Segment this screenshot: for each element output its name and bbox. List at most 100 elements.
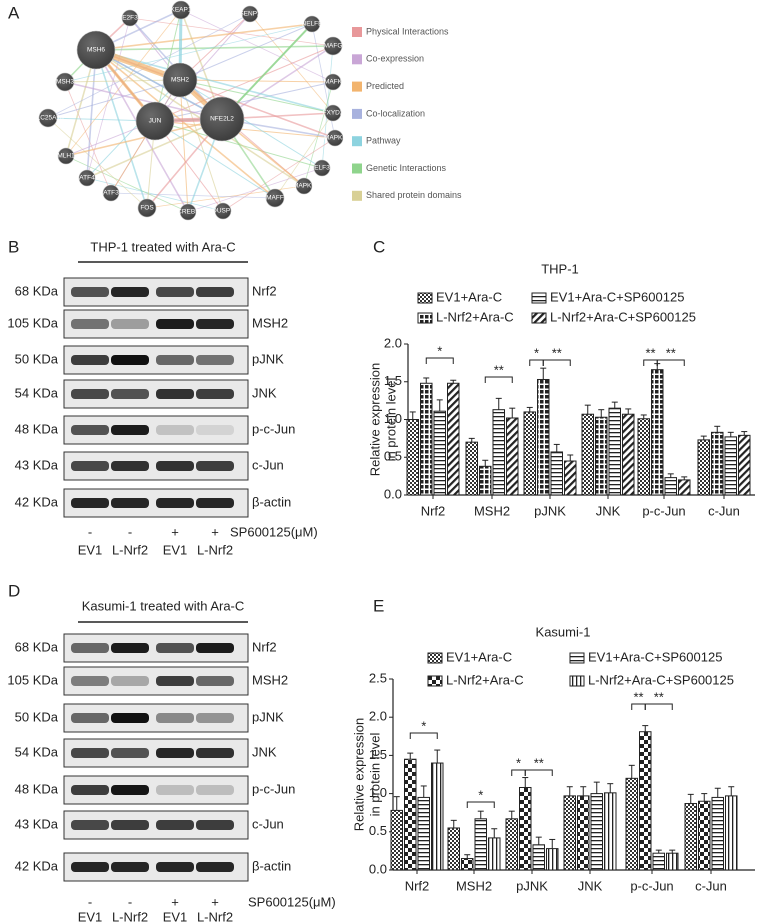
node-label: DUSP1 <box>212 208 234 215</box>
bar <box>505 818 518 871</box>
y-tick-label: 1.0 <box>369 785 387 800</box>
blot-band <box>156 287 194 297</box>
panel-label: D <box>8 581 20 600</box>
protein-name: MSH2 <box>252 315 288 330</box>
bar <box>390 809 403 871</box>
molecular-weight: 54 KDa <box>15 385 59 400</box>
significance-bracket <box>542 359 571 366</box>
node-label: ELF3 <box>314 165 330 172</box>
node-label: FXYD2 <box>323 110 344 117</box>
y-tick-label: 0.5 <box>369 823 387 838</box>
network-edge <box>95 49 223 120</box>
blot-band <box>111 785 149 795</box>
protein-name: MSH2 <box>252 672 288 687</box>
molecular-weight: 105 KDa <box>7 315 58 330</box>
legend-swatch <box>531 292 547 304</box>
y-tick-label: 1.0 <box>384 411 402 426</box>
y-tick-label: 2.0 <box>369 709 387 724</box>
network-node <box>265 188 285 208</box>
bar <box>711 431 724 496</box>
bar <box>652 852 665 871</box>
blot-band <box>111 319 149 329</box>
protein-name: Nrf2 <box>252 639 277 654</box>
bar <box>622 413 635 496</box>
bar <box>563 795 576 871</box>
network-edge <box>95 49 276 199</box>
treatment-sign: + <box>171 894 179 909</box>
protein-name: JNK <box>252 385 277 400</box>
significance-bracket <box>643 359 658 366</box>
network-edge <box>274 112 334 199</box>
blot-band <box>196 820 234 830</box>
bar <box>420 382 433 496</box>
protein-name: pJNK <box>252 709 284 724</box>
significance-bracket <box>484 376 513 383</box>
y-tick-label: 0.0 <box>369 861 387 876</box>
network-node <box>323 36 343 56</box>
group-label: EV1 <box>78 909 103 924</box>
node-label: MSH6 <box>87 47 105 54</box>
network-edge <box>154 81 334 122</box>
node-label: MAPK9 <box>293 183 315 190</box>
network-edge <box>154 13 251 122</box>
significance-label: ** <box>494 362 504 377</box>
molecular-weight: 68 KDa <box>15 283 59 298</box>
blot-title: THP-1 treated with Ara-C <box>90 239 235 254</box>
chart-title: THP-1 <box>541 261 579 276</box>
bar <box>698 800 711 871</box>
y-axis-label: in protein level <box>383 377 398 461</box>
legend-label: EV1+Ara-C+SP600125 <box>550 289 684 304</box>
significance-label: * <box>478 787 483 802</box>
y-tick-label: 2.5 <box>369 670 387 685</box>
network-edge <box>64 81 112 194</box>
network-node <box>55 72 75 92</box>
treatment-sign: - <box>88 894 92 909</box>
significance-label: ** <box>654 689 664 704</box>
blot-band <box>156 319 194 329</box>
legend-label: EV1+Ara-C <box>436 289 502 304</box>
blot-band <box>196 785 234 795</box>
blot-band <box>111 498 149 508</box>
blot-band <box>71 785 109 795</box>
legend-label: Physical Interactions <box>366 26 449 36</box>
molecular-weight: 43 KDa <box>15 457 59 472</box>
network-node <box>324 73 342 91</box>
blot-band <box>196 425 234 435</box>
treatment-sign: + <box>171 524 179 539</box>
bar <box>447 382 460 496</box>
network-edge <box>47 117 148 209</box>
node-label: MAPK8 <box>324 135 346 142</box>
blot-band <box>111 643 149 653</box>
significance-label: ** <box>633 689 643 704</box>
network-node <box>162 62 198 98</box>
network-edge <box>154 120 276 199</box>
x-tick-label: Nrf2 <box>405 878 430 893</box>
treatment-sign: + <box>211 524 219 539</box>
blot-band <box>156 389 194 399</box>
molecular-weight: 48 KDa <box>15 421 59 436</box>
molecular-weight: 48 KDa <box>15 781 59 796</box>
blot-band <box>156 862 194 872</box>
network-node <box>76 30 116 70</box>
network-node <box>78 169 96 187</box>
blot-band <box>71 643 109 653</box>
blot-band <box>196 748 234 758</box>
blot-band <box>156 498 194 508</box>
blot-band <box>156 425 194 435</box>
network-edge <box>179 23 313 81</box>
blot-band <box>196 713 234 723</box>
legend-label: L-Nrf2+Ara-C <box>446 672 524 687</box>
network-node <box>179 203 197 221</box>
blot-band <box>111 461 149 471</box>
significance-label: * <box>516 755 521 770</box>
molecular-weight: 54 KDa <box>15 744 59 759</box>
molecular-weight: 50 KDa <box>15 351 59 366</box>
node-label: MAFF <box>266 195 284 202</box>
network-edge <box>187 167 323 213</box>
x-tick-label: MSH2 <box>456 878 492 893</box>
network-edge <box>95 45 334 51</box>
x-tick-label: pJNK <box>534 503 566 518</box>
blot-band <box>111 820 149 830</box>
network-edge <box>65 118 223 157</box>
